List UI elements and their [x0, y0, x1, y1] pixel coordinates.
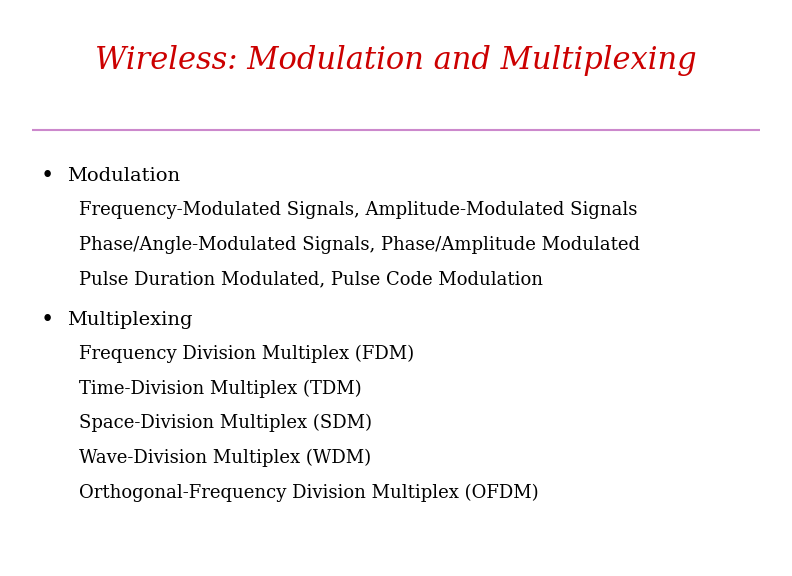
Text: Space-Division Multiplex (SDM): Space-Division Multiplex (SDM) — [79, 414, 372, 433]
Text: Modulation: Modulation — [67, 166, 181, 185]
Text: •: • — [41, 309, 54, 331]
Text: Multiplexing: Multiplexing — [67, 310, 192, 329]
Text: Time-Division Multiplex (TDM): Time-Division Multiplex (TDM) — [79, 380, 362, 398]
Text: •: • — [41, 165, 54, 187]
Text: Pulse Duration Modulated, Pulse Code Modulation: Pulse Duration Modulated, Pulse Code Mod… — [79, 270, 543, 289]
Text: Wireless: Modulation and Multiplexing: Wireless: Modulation and Multiplexing — [95, 45, 697, 76]
Text: Phase/Angle-Modulated Signals, Phase/Amplitude Modulated: Phase/Angle-Modulated Signals, Phase/Amp… — [79, 236, 640, 254]
Text: Orthogonal-Frequency Division Multiplex (OFDM): Orthogonal-Frequency Division Multiplex … — [79, 483, 539, 502]
Text: Wave-Division Multiplex (WDM): Wave-Division Multiplex (WDM) — [79, 449, 371, 467]
Text: Frequency Division Multiplex (FDM): Frequency Division Multiplex (FDM) — [79, 345, 414, 363]
Text: Frequency-Modulated Signals, Amplitude-Modulated Signals: Frequency-Modulated Signals, Amplitude-M… — [79, 201, 638, 219]
